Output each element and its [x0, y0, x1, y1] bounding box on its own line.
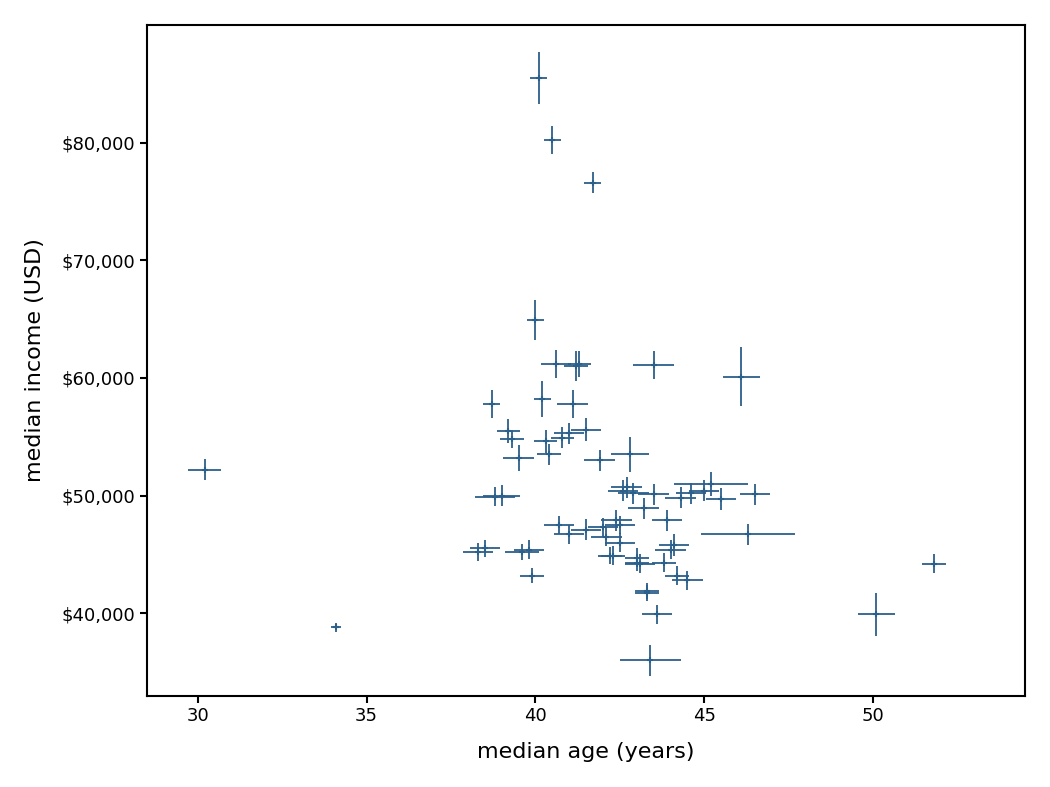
Y-axis label: median income (USD): median income (USD) — [25, 238, 45, 482]
X-axis label: median age (years): median age (years) — [478, 742, 695, 762]
